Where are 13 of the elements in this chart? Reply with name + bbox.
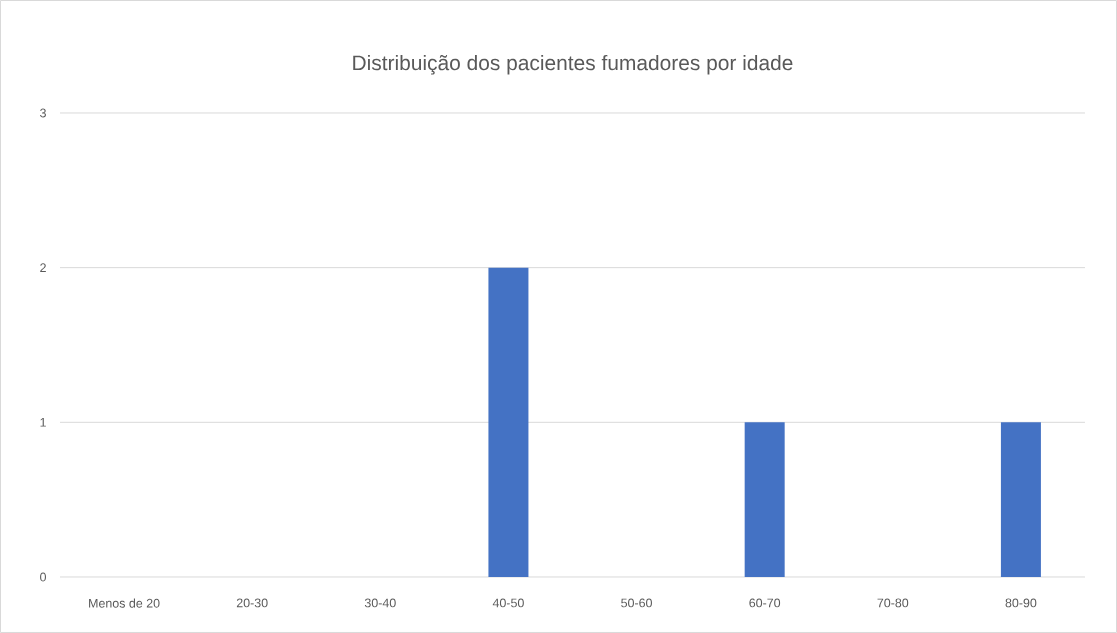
y-tick-label: 0 bbox=[40, 572, 46, 582]
x-tick-label: 20-30 bbox=[236, 598, 268, 608]
y-tick-label: 1 bbox=[40, 418, 46, 427]
x-tick-label: Menos de 20 bbox=[89, 598, 160, 608]
x-tick-label: 50-60 bbox=[621, 598, 652, 608]
x-tick-label: 70-80 bbox=[877, 598, 909, 608]
y-tick-label: 3 bbox=[40, 108, 46, 118]
chart-title: Distribuição dos pacientes fumadores por idade bbox=[353, 54, 793, 75]
x-tick-label: 40-50 bbox=[492, 598, 524, 608]
x-tick-label: 80-90 bbox=[1005, 598, 1037, 608]
x-tick-label: 60-70 bbox=[749, 598, 781, 608]
x-tick-label: 30-40 bbox=[364, 598, 396, 608]
y-tick-label: 2 bbox=[40, 263, 46, 272]
